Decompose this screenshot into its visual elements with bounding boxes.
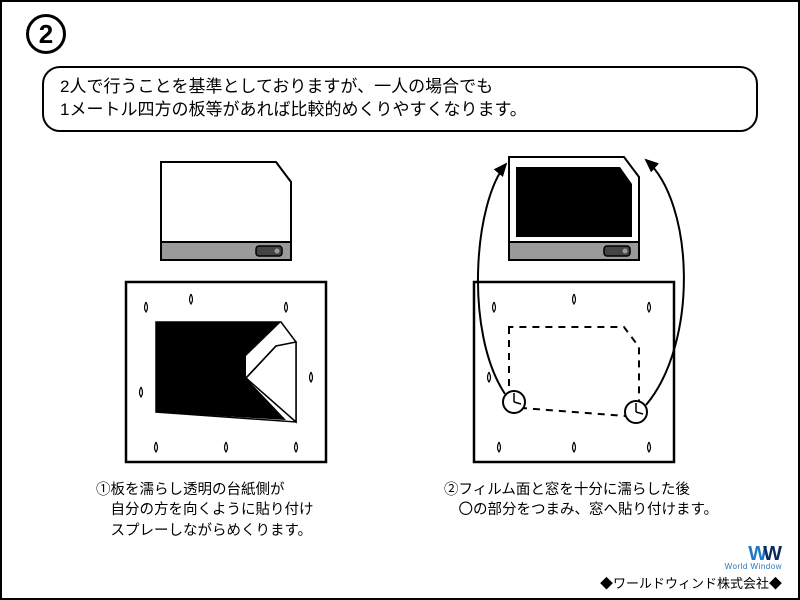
panel-2: ②フィルム面と窓を十分に濡らした後 〇の部分をつまみ、窓へ貼り付けます。 xyxy=(424,142,724,541)
car-window-icon xyxy=(161,162,291,260)
footer: W W World Window ◆ワールドウィンド株式会社◆ xyxy=(600,544,782,592)
step-number-badge: 2 xyxy=(26,14,66,54)
panel-2-illustration xyxy=(424,142,724,472)
tip-callout: 2人で行うことを基準としておりますが、一人の場合でも 1メートル四方の板等があれ… xyxy=(42,66,758,132)
tip-line-1: 2人で行うことを基準としておりますが、一人の場合でも xyxy=(60,76,740,99)
tip-line-2: 1メートル四方の板等があれば比較的めくりやすくなります。 xyxy=(60,99,740,122)
car-window-with-film-icon xyxy=(509,157,639,260)
panels-row: ①板を濡らし透明の台紙側が 自分の方を向くように貼り付け スプレーしながらめくり… xyxy=(2,142,798,541)
logo-w2: W xyxy=(763,544,782,564)
board-icon xyxy=(474,282,674,462)
company-name: ◆ワールドウィンド株式会社◆ xyxy=(600,573,782,592)
panel-2-caption: ②フィルム面と窓を十分に濡らした後 〇の部分をつまみ、窓へ貼り付けます。 xyxy=(424,480,718,521)
step-number-text: 2 xyxy=(39,19,53,50)
panel-1-illustration xyxy=(76,142,376,472)
logo-icon: W W xyxy=(600,544,782,564)
panel-1-caption: ①板を濡らし透明の台紙側が 自分の方を向くように貼り付け スプレーしながらめくり… xyxy=(76,480,314,541)
panel-1: ①板を濡らし透明の台紙側が 自分の方を向くように貼り付け スプレーしながらめくり… xyxy=(76,142,376,541)
logo-subtext: World Window xyxy=(600,562,782,571)
